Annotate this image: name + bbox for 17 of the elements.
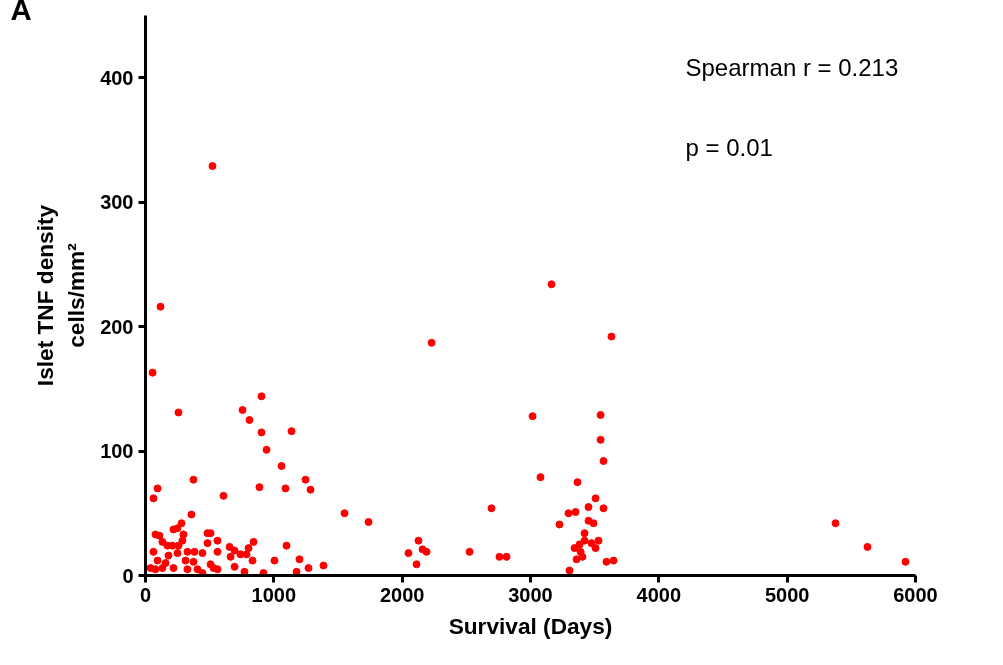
y-tick-label: 100 (100, 440, 134, 463)
y-axis-title: Islet TNF density cells/mm² (31, 204, 90, 387)
x-tick-label: 2000 (379, 583, 425, 606)
x-tick-label: 4000 (636, 583, 682, 606)
x-tick-label: 3000 (508, 583, 553, 606)
text: A (10, 0, 32, 26)
x-tick-label: 0 (139, 583, 152, 606)
x-tick-label: 5000 (764, 583, 810, 606)
annotation: Spearman r = 0.213 (685, 53, 899, 81)
y-tick-label: 200 (100, 315, 134, 338)
y-tick-label: 300 (100, 191, 134, 214)
y-tick-label: 400 (100, 66, 134, 89)
x-axis-title: Survival (Days) (448, 612, 613, 639)
x-tick-label: 6000 (893, 583, 938, 606)
x-tick-label: 1000 (251, 583, 297, 606)
y-tick-label: 0 (122, 564, 134, 587)
annotation: p = 0.01 (685, 133, 773, 161)
